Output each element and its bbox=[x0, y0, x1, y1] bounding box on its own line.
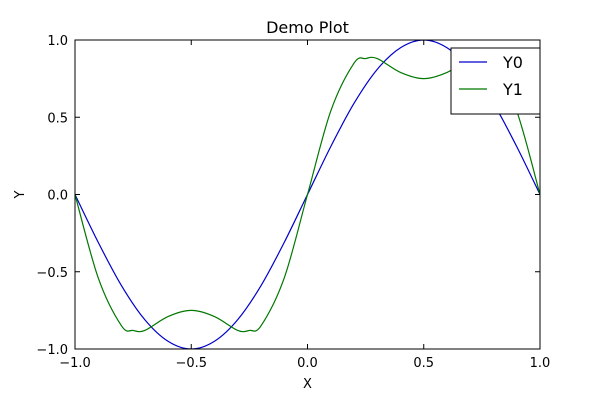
chart-title: Demo Plot bbox=[266, 18, 349, 37]
tick-layer: −1.0 −0.5 0.0 0.5 1.0 −1.0 −0.5 0.0 0.5 1.0 bbox=[36, 34, 550, 371]
y-tick-label: 0.0 bbox=[47, 189, 68, 204]
x-tick-label: 1.0 bbox=[530, 356, 551, 371]
x-tick-label: 0.5 bbox=[413, 356, 434, 371]
x-tick-label: −0.5 bbox=[175, 356, 207, 371]
y-tick-label: 1.0 bbox=[47, 34, 68, 49]
x-tick-label: 0.0 bbox=[297, 356, 318, 371]
y-tick-label: 0.5 bbox=[47, 111, 68, 126]
y-tick-label: −1.0 bbox=[36, 343, 68, 358]
x-tick-label: −1.0 bbox=[59, 356, 91, 371]
x-axis-label: X bbox=[303, 377, 312, 392]
y-tick-label: −0.5 bbox=[36, 266, 68, 281]
legend-box bbox=[450, 47, 541, 115]
legend-label-y0: Y0 bbox=[502, 53, 523, 72]
y-axis-label: Y bbox=[13, 190, 28, 199]
legend-label-y1: Y1 bbox=[502, 80, 523, 99]
